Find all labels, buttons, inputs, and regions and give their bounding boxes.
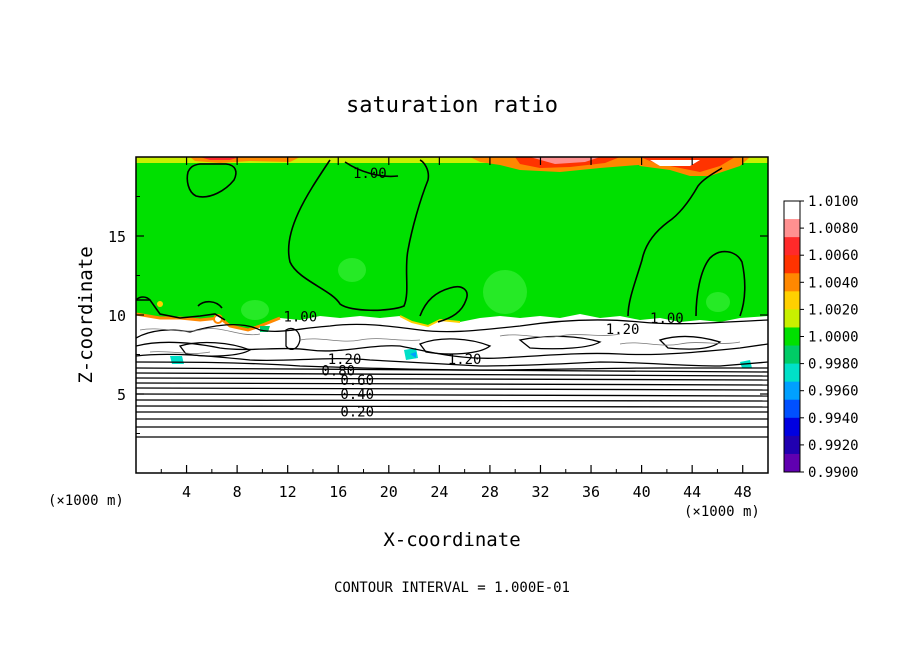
colorbar-segment bbox=[784, 363, 800, 383]
x-tick-label: 20 bbox=[380, 483, 398, 501]
contour-label: 0.20 bbox=[340, 404, 374, 420]
colorbar-segment bbox=[784, 291, 800, 310]
contour-label: 0.60 bbox=[340, 373, 374, 389]
field-layer bbox=[136, 157, 768, 438]
colorbar-segment bbox=[784, 237, 800, 256]
x-tick-label: 4 bbox=[182, 483, 191, 501]
colorbar-segment bbox=[784, 327, 800, 347]
contour-label: 0.40 bbox=[340, 387, 374, 403]
x-tick-label: 36 bbox=[582, 483, 600, 501]
contour-lines-lower bbox=[136, 319, 768, 438]
x-tick-label: 40 bbox=[633, 483, 651, 501]
x-unit-label-right: (×1000 m) bbox=[684, 504, 760, 520]
y-tick-label: 15 bbox=[108, 228, 126, 246]
contour-label: 0.80 bbox=[321, 363, 355, 379]
colorbar-tick-label: 1.0080 bbox=[808, 221, 859, 237]
contour-label: 1.20 bbox=[606, 322, 640, 338]
colorbar-segment bbox=[784, 273, 800, 292]
cloud-fine-contours bbox=[139, 328, 741, 354]
subsaturated-spot bbox=[410, 352, 416, 358]
colorbar-tick-label: 0.9980 bbox=[808, 357, 859, 373]
contour-label: 1.20 bbox=[448, 352, 482, 368]
top-hot-band bbox=[650, 160, 700, 166]
x-tick-label: 28 bbox=[481, 483, 499, 501]
colorbar-segment bbox=[784, 201, 800, 220]
top-strip bbox=[136, 157, 768, 163]
colorbar-tick-label: 1.0060 bbox=[808, 248, 859, 264]
x-axis-label: X-coordinate bbox=[383, 529, 520, 551]
cloud-edge bbox=[399, 315, 461, 328]
colorbar-tick-label: 0.9940 bbox=[808, 411, 859, 427]
colorbar-tick-label: 1.0100 bbox=[808, 194, 859, 210]
contour-interval-note: CONTOUR INTERVAL = 1.000E-01 bbox=[334, 580, 570, 596]
contour-label: 1.00 bbox=[283, 310, 317, 326]
colorbar-segment bbox=[784, 381, 800, 401]
x-tick-label: 16 bbox=[329, 483, 347, 501]
light-patch bbox=[241, 300, 269, 320]
colorbar: 1.0100 1.0080 1.0060 1.0040 1.0020 1.0000 0.99… bbox=[783, 194, 859, 481]
colorbar-segment bbox=[784, 219, 800, 238]
cloud-edge-spot bbox=[157, 301, 163, 307]
contour-lines-upper bbox=[136, 159, 746, 323]
x-tick-label: 8 bbox=[233, 483, 242, 501]
colorbar-segment bbox=[784, 417, 800, 437]
colorbar-tick-label: 0.9920 bbox=[808, 438, 859, 454]
contour-label: 1.00 bbox=[650, 311, 684, 327]
colorbar-tick-label: 0.9900 bbox=[808, 465, 859, 481]
plot-area: 1.001.00 1.001.201.20 1.200.800.600.400.20 bbox=[135, 156, 769, 474]
y-axis: 5 10 15 bbox=[108, 196, 768, 434]
y-tick-label: 10 bbox=[108, 307, 126, 325]
x-unit-label-left: (×1000 m) bbox=[48, 493, 124, 509]
colorbar-segment bbox=[784, 399, 800, 419]
x-tick-label: 12 bbox=[279, 483, 297, 501]
x-tick-label: 24 bbox=[430, 483, 448, 501]
colorbar-tick-label: 1.0020 bbox=[808, 302, 859, 318]
x-tick-label: 48 bbox=[734, 483, 752, 501]
colorbar-segment bbox=[784, 453, 800, 473]
light-patch bbox=[338, 258, 366, 282]
contour-label: 1.00 bbox=[353, 166, 387, 182]
y-axis-label: Z-coordinate bbox=[75, 246, 97, 383]
colorbar-tick-label: 1.0040 bbox=[808, 275, 859, 291]
contour-label-layer: 1.001.00 1.001.201.20 1.200.800.600.400.20 bbox=[283, 166, 683, 421]
top-hot-band bbox=[530, 157, 600, 164]
colorbar-tick-label: 0.9960 bbox=[808, 384, 859, 400]
colorbar-segment bbox=[784, 255, 800, 274]
light-patch bbox=[706, 292, 730, 312]
colorbar-segment bbox=[784, 435, 800, 455]
x-axis: 4 8 12 16 20 24 28 32 36 40 44 48 bbox=[160, 157, 752, 501]
colorbar-segment bbox=[784, 345, 800, 365]
x-tick-label: 32 bbox=[531, 483, 549, 501]
chart-title: saturation ratio bbox=[346, 93, 558, 118]
colorbar-segment bbox=[784, 309, 800, 328]
light-patch bbox=[483, 270, 527, 314]
green-region bbox=[136, 157, 768, 330]
colorbar-tick-label: 1.0000 bbox=[808, 330, 859, 346]
contour-label: 1.20 bbox=[328, 352, 362, 368]
y-tick-label: 5 bbox=[117, 386, 126, 404]
x-tick-label: 44 bbox=[683, 483, 701, 501]
